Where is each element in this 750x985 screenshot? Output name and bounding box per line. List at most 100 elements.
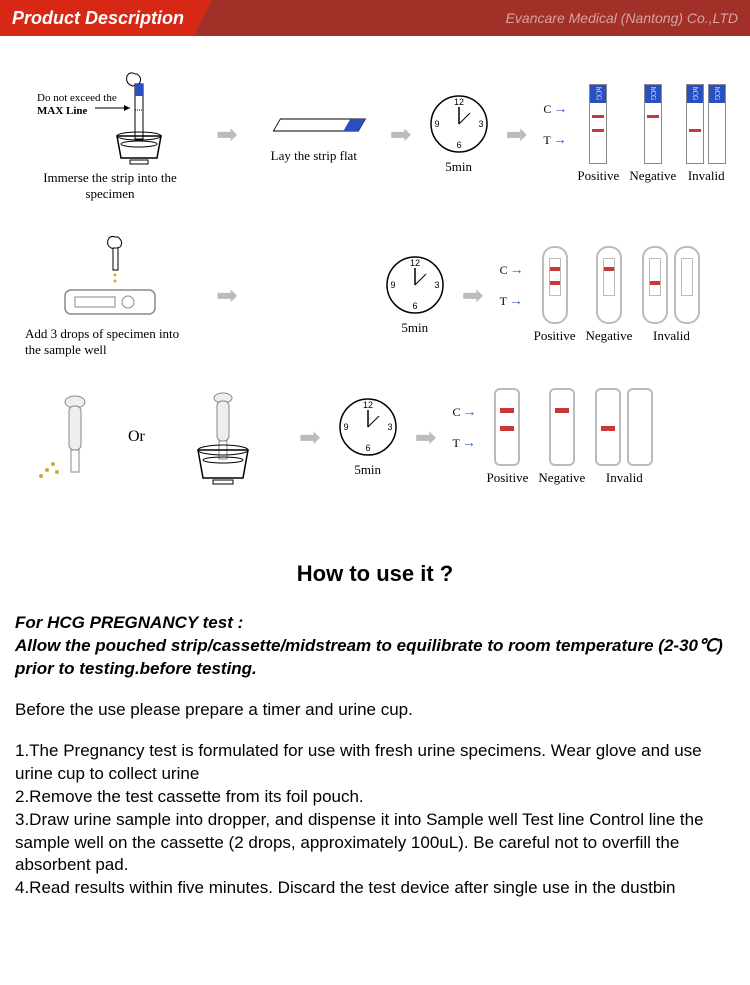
diagram-row-cassette: Add 3 drops of specimen into the sample …	[20, 232, 730, 358]
lay-flat-icon	[259, 104, 369, 144]
c-label: C	[452, 405, 460, 420]
body-text: For HCG PREGNANCY test : Allow the pouch…	[0, 612, 750, 938]
cassette-positive-icon	[542, 246, 568, 324]
step-immerse: Do not exceed the MAX Line Immerse the s…	[20, 66, 200, 202]
steps-list: 1.The Pregnancy test is formulated for u…	[15, 740, 735, 901]
clock-icon: 12 3 6 9	[384, 254, 446, 316]
step-4: 4.Read results within five minutes. Disc…	[15, 878, 676, 897]
result-negative: hCG Negative	[629, 84, 676, 184]
t-label: T	[543, 133, 550, 148]
t-label: T	[452, 436, 459, 451]
svg-text:MAX Line: MAX Line	[37, 105, 88, 117]
clock-icon: 12 3 6 9	[337, 396, 399, 458]
drops-caption: Add 3 drops of specimen into the sample …	[25, 326, 195, 358]
step-midstream-cup	[163, 390, 283, 485]
rect-invalid1-icon	[595, 388, 621, 466]
arrow-icon: ➡	[500, 119, 534, 150]
c-label: C	[543, 102, 551, 117]
result-positive: hCG Positive	[577, 84, 619, 184]
ct-labels: C→ T→	[543, 94, 567, 174]
result-positive: Positive	[534, 246, 576, 344]
intro-line1: For HCG PREGNANCY test :	[15, 613, 243, 632]
arrow-icon: ➡	[456, 280, 490, 311]
rect-negative-icon	[549, 388, 575, 466]
rect-invalid2-icon	[627, 388, 653, 466]
or-label: Or	[120, 428, 153, 446]
ct-arrow-icon: →	[553, 133, 567, 149]
cassette-negative-icon	[596, 246, 622, 324]
step-timer: 12 3 6 9 5min	[384, 254, 446, 336]
drops-icon	[40, 232, 180, 322]
svg-text:6: 6	[412, 301, 417, 311]
results-strip: hCG Positive hCG Negative hCG	[577, 84, 726, 184]
arrow-icon: ➡	[210, 280, 244, 311]
immerse-icon: Do not exceed the MAX Line	[35, 66, 185, 166]
prep-line: Before the use please prepare a timer an…	[15, 699, 735, 722]
arrow-icon: ➡	[210, 119, 244, 150]
timer-caption: 5min	[354, 462, 381, 478]
cassette-invalid2-icon	[674, 246, 700, 324]
arrow-icon: ➡	[409, 422, 443, 453]
svg-text:3: 3	[434, 280, 439, 290]
result-negative: Negative	[538, 388, 585, 486]
step-timer: 12 3 6 9 5min	[428, 93, 490, 175]
ct-arrow-icon: →	[463, 405, 477, 421]
results-cassette: Positive Negative Invalid	[534, 246, 701, 344]
results-rect: Positive Negative Invalid	[487, 388, 654, 486]
strip-invalid1-icon: hCG	[686, 84, 704, 164]
step-lay-flat: Lay the strip flat	[254, 104, 374, 164]
rect-positive-icon	[494, 388, 520, 466]
svg-text:12: 12	[454, 97, 464, 107]
result-invalid: Invalid	[595, 388, 653, 486]
timer-caption: 5min	[401, 320, 428, 336]
ct-arrow-icon: →	[553, 102, 567, 118]
strip-negative-icon: hCG	[644, 84, 662, 164]
midstream-direct-icon	[25, 392, 105, 482]
header-title-tab: Product Description	[0, 0, 212, 36]
svg-text:12: 12	[363, 400, 373, 410]
step-1: 1.The Pregnancy test is formulated for u…	[15, 741, 702, 783]
svg-text:12: 12	[410, 258, 420, 268]
lay-flat-caption: Lay the strip flat	[271, 148, 357, 164]
timer-caption: 5min	[445, 159, 472, 175]
step-midstream-direct	[20, 392, 110, 482]
step-3: 3.Draw urine sample into dropper, and di…	[15, 810, 704, 875]
header-bar: Product Description Evancare Medical (Na…	[0, 0, 750, 36]
svg-text:6: 6	[456, 140, 461, 150]
step-drops: Add 3 drops of specimen into the sample …	[20, 232, 200, 358]
ct-arrow-icon: →	[462, 436, 476, 452]
svg-text:3: 3	[387, 422, 392, 432]
diagram-row-strip: Do not exceed the MAX Line Immerse the s…	[20, 66, 730, 202]
company-name: Evancare Medical (Nantong) Co.,LTD	[506, 10, 738, 26]
svg-text:3: 3	[478, 119, 483, 129]
arrow-icon: ➡	[293, 422, 327, 453]
svg-text:Do not exceed the: Do not exceed the	[37, 92, 117, 104]
result-negative: Negative	[586, 246, 633, 344]
immerse-caption: Immerse the strip into the specimen	[20, 170, 200, 202]
clock-icon: 12 3 6 9	[428, 93, 490, 155]
svg-text:9: 9	[434, 119, 439, 129]
ct-arrow-icon: →	[510, 263, 524, 279]
cassette-invalid1-icon	[642, 246, 668, 324]
header-title: Product Description	[12, 8, 184, 29]
step-timer: 12 3 6 9 5min	[337, 396, 399, 478]
ct-labels: C→ T→	[500, 255, 524, 335]
c-label: C	[500, 263, 508, 278]
intro-line2: Allow the pouched strip/cassette/midstre…	[15, 636, 723, 678]
ct-labels: C→ T→	[452, 397, 476, 477]
svg-text:6: 6	[365, 443, 370, 453]
step-2: 2.Remove the test cassette from its foil…	[15, 787, 364, 806]
result-invalid: hCG hCG Invalid	[686, 84, 726, 184]
ct-arrow-icon: →	[509, 294, 523, 310]
midstream-cup-icon	[168, 390, 278, 485]
result-positive: Positive	[487, 388, 529, 486]
arrow-icon: ➡	[384, 119, 418, 150]
svg-text:9: 9	[390, 280, 395, 290]
t-label: T	[500, 294, 507, 309]
how-to-title: How to use it ?	[0, 561, 750, 587]
svg-text:9: 9	[343, 422, 348, 432]
result-invalid: Invalid	[642, 246, 700, 344]
strip-invalid2-icon: hCG	[708, 84, 726, 164]
diagram-area: Do not exceed the MAX Line Immerse the s…	[0, 36, 750, 536]
strip-positive-icon: hCG	[589, 84, 607, 164]
